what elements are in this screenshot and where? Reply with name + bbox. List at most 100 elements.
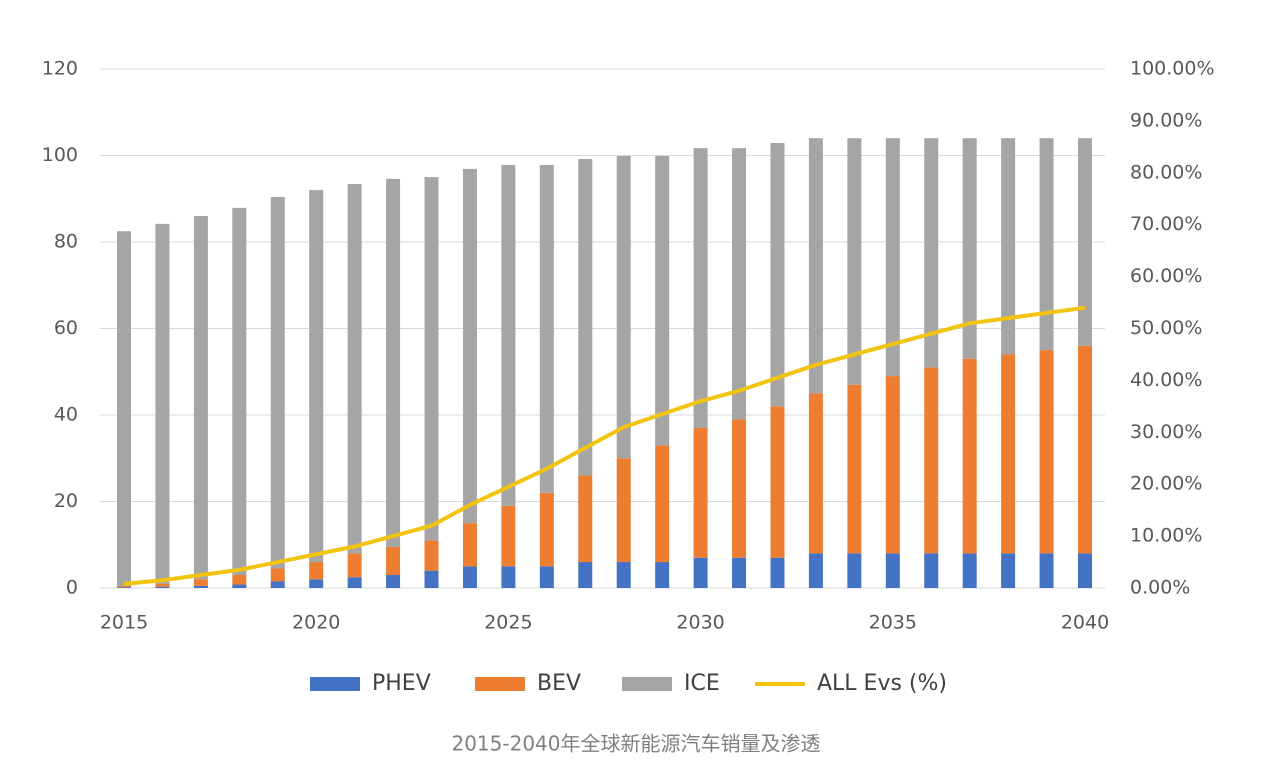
y-tick-label: 100 xyxy=(42,144,78,166)
y-tick-label: 120 xyxy=(42,58,78,80)
bar-segment xyxy=(155,586,170,588)
bar-segment xyxy=(578,562,593,588)
bar-segment xyxy=(1039,350,1054,554)
bar-segment xyxy=(1078,345,1092,554)
bar-segment xyxy=(924,367,939,554)
y2-tick-label: 60.00% xyxy=(1130,265,1202,287)
bar-segment xyxy=(924,553,939,588)
bar-segment xyxy=(962,553,977,588)
y2-tick-label: 10.00% xyxy=(1130,525,1202,547)
bar-segment xyxy=(193,579,208,586)
bar-segment xyxy=(1039,553,1054,588)
legend-label: ALL Evs (%) xyxy=(817,671,947,696)
bar-segment xyxy=(462,168,477,524)
x-tick-label: 2030 xyxy=(676,612,724,634)
x-tick-label: 2020 xyxy=(292,612,340,634)
bar-segment xyxy=(309,562,324,580)
bar-segment xyxy=(616,155,631,459)
chart-title: 2015-2040年全球新能源汽车销量及渗透 xyxy=(451,732,820,756)
bar-segment xyxy=(924,138,939,368)
line xyxy=(123,305,1086,586)
bar-segment xyxy=(117,587,131,588)
bar-segment xyxy=(539,165,554,493)
bar-segment xyxy=(1001,354,1016,554)
bar-segment xyxy=(155,223,170,584)
bar-segment xyxy=(347,553,362,578)
bar-segment xyxy=(1078,138,1092,346)
bar-segment xyxy=(847,553,862,588)
legend-swatch xyxy=(475,677,525,691)
bar-segment xyxy=(117,585,131,588)
legend-swatch xyxy=(622,677,672,691)
bar-segment xyxy=(424,177,439,541)
bar-segment xyxy=(962,138,977,359)
bar-segment xyxy=(501,165,516,506)
legend-swatch xyxy=(310,677,360,691)
bar-segment xyxy=(770,142,785,407)
y-tick-label: 80 xyxy=(54,231,78,253)
legend-label: ICE xyxy=(684,671,720,696)
bar-segment xyxy=(578,475,593,563)
bar-segment xyxy=(808,553,823,588)
bar-segment xyxy=(847,384,862,554)
bar-segment xyxy=(616,562,631,588)
legend-label: BEV xyxy=(537,671,581,696)
bar-segment xyxy=(270,568,285,582)
bar-segment xyxy=(693,427,708,558)
bar-segment xyxy=(1039,138,1054,351)
bar-segment xyxy=(770,406,785,558)
bar-segment xyxy=(424,570,439,588)
bar-segment xyxy=(655,445,670,563)
bar-segment xyxy=(655,155,670,446)
bar-segment xyxy=(386,546,401,576)
bar-segment xyxy=(1001,138,1016,355)
bar-segment xyxy=(539,492,554,567)
bar-segment xyxy=(655,562,670,588)
bar-segment xyxy=(770,557,785,588)
bar-segment xyxy=(117,231,131,586)
bar-segment xyxy=(347,577,362,588)
bar-segment xyxy=(1078,553,1092,588)
bar-segment xyxy=(270,581,285,588)
y2-tick-label: 40.00% xyxy=(1130,369,1202,391)
bar-segment xyxy=(847,138,862,385)
bar-segment xyxy=(693,557,708,588)
x-tick-label: 2040 xyxy=(1061,612,1109,634)
y-tick-label: 60 xyxy=(54,317,78,339)
bar-segment xyxy=(386,178,401,547)
y2-tick-label: 80.00% xyxy=(1130,161,1202,183)
y2-tick-label: 100.00% xyxy=(1130,58,1215,80)
bar-segment xyxy=(1001,553,1016,588)
bar-segment xyxy=(386,575,401,588)
bar-segment xyxy=(501,566,516,588)
bar-segment xyxy=(732,148,747,420)
bar-segment xyxy=(808,138,823,394)
bar-segment xyxy=(232,575,247,585)
bar-segment xyxy=(309,190,324,563)
x-tick-label: 2025 xyxy=(484,612,532,634)
bar-segment xyxy=(885,376,900,554)
bar-segment xyxy=(808,393,823,554)
y-tick-label: 40 xyxy=(54,404,78,426)
y2-tick-label: 50.00% xyxy=(1130,317,1202,339)
bar-segment xyxy=(962,358,977,554)
bar-segment xyxy=(309,579,324,588)
bar-segment xyxy=(232,207,247,576)
bar-segment xyxy=(232,584,247,588)
bar-segment xyxy=(885,553,900,588)
bar-segment xyxy=(501,505,516,567)
y-tick-label: 0 xyxy=(66,577,78,599)
bar-segment xyxy=(693,148,708,428)
bar-segment xyxy=(424,540,439,571)
y2-tick-label: 70.00% xyxy=(1130,213,1202,235)
legend-label: PHEV xyxy=(372,671,431,696)
bar-segment xyxy=(193,585,208,588)
bar-segment xyxy=(578,158,593,476)
bar-segment xyxy=(193,216,208,580)
bar-segment xyxy=(155,583,170,587)
y2-tick-label: 90.00% xyxy=(1130,109,1202,131)
bar-segment xyxy=(732,557,747,588)
bar-segment xyxy=(885,138,900,377)
